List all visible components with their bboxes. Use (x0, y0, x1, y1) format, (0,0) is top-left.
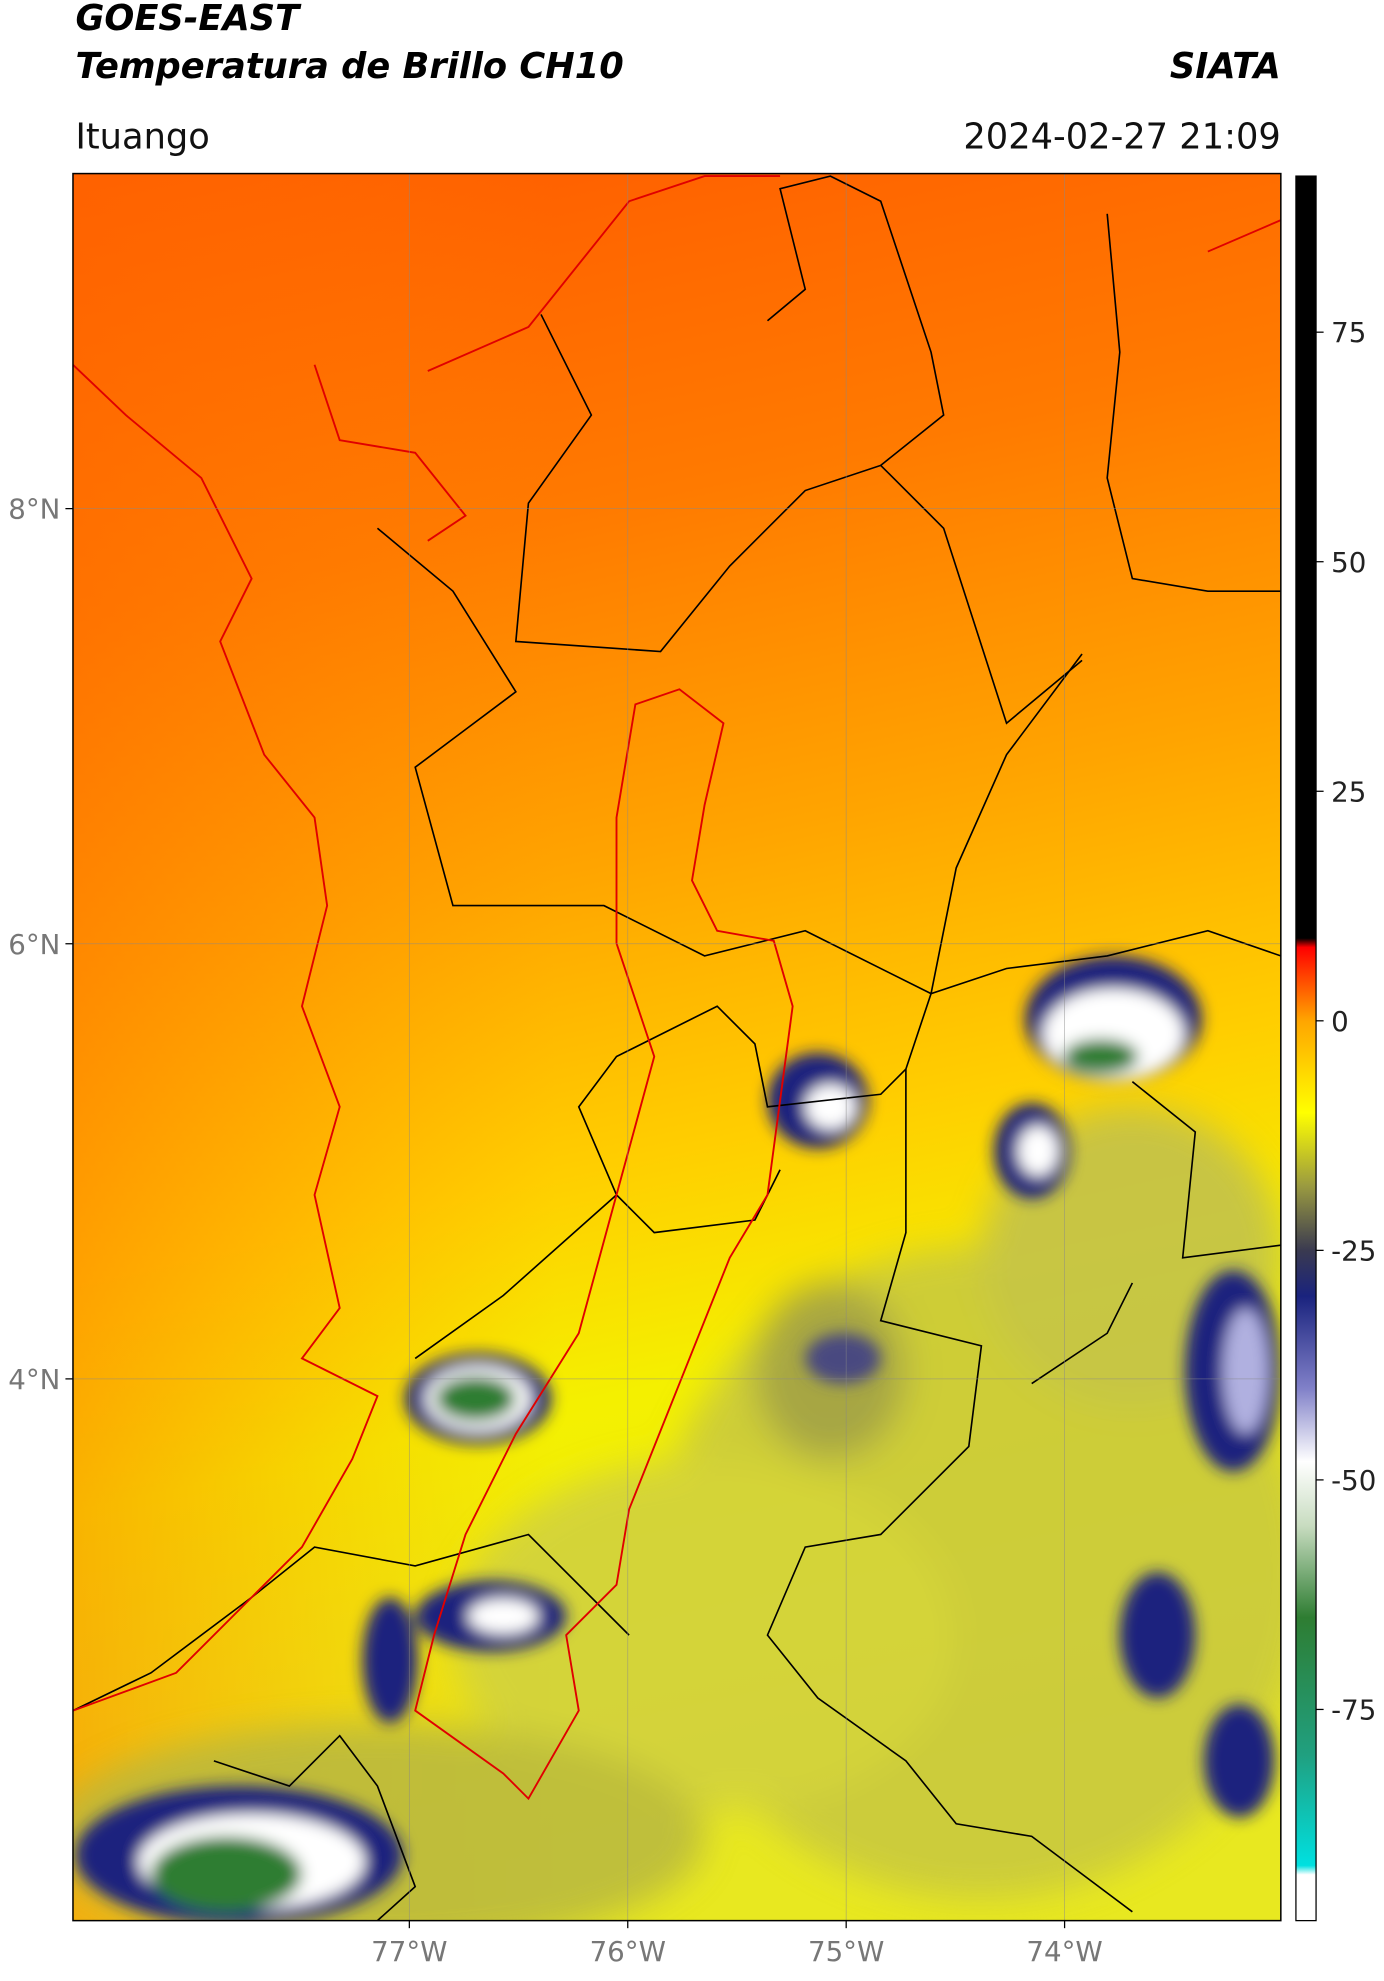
colorbar-tick-label: -50 (1331, 1464, 1376, 1497)
lon-tick-label: 76°W (590, 1935, 666, 1968)
lat-tick-label: 4°N (8, 1363, 60, 1396)
colorbar-tick-label: 0 (1331, 1005, 1349, 1038)
subtitle: Temperatura de Brillo CH10 (75, 46, 623, 87)
location: Ituango (75, 116, 209, 157)
satellite-image (72, 173, 1281, 1921)
lon-tick-label: 74°W (1026, 1935, 1102, 1968)
lat-tick-label: 8°N (8, 493, 60, 526)
colorbar-tick-label: -25 (1331, 1234, 1376, 1267)
datetime: 2024-02-27 21:09 (963, 116, 1280, 157)
colorbar-tick-label: 50 (1331, 546, 1366, 579)
lon-tick-label: 77°W (371, 1935, 447, 1968)
graticule: 77°W 76°W 75°W 74°W 8°N 6°N 4°N (8, 173, 1281, 1968)
colorbar-tick-label: -75 (1331, 1694, 1376, 1727)
colorbar: 75 50 25 0 -25 -50 -75 (1295, 175, 1376, 1922)
lon-tick-label: 75°W (808, 1935, 884, 1968)
colorbar-scale (1295, 175, 1317, 1922)
lat-tick-label: 6°N (8, 928, 60, 961)
organization: SIATA (1170, 46, 1281, 87)
map-frame (72, 172, 1282, 1922)
colorbar-tick-label: 75 (1331, 316, 1366, 349)
colorbar-tick-label: 25 (1331, 775, 1366, 808)
title: GOES-EAST (75, 0, 302, 39)
